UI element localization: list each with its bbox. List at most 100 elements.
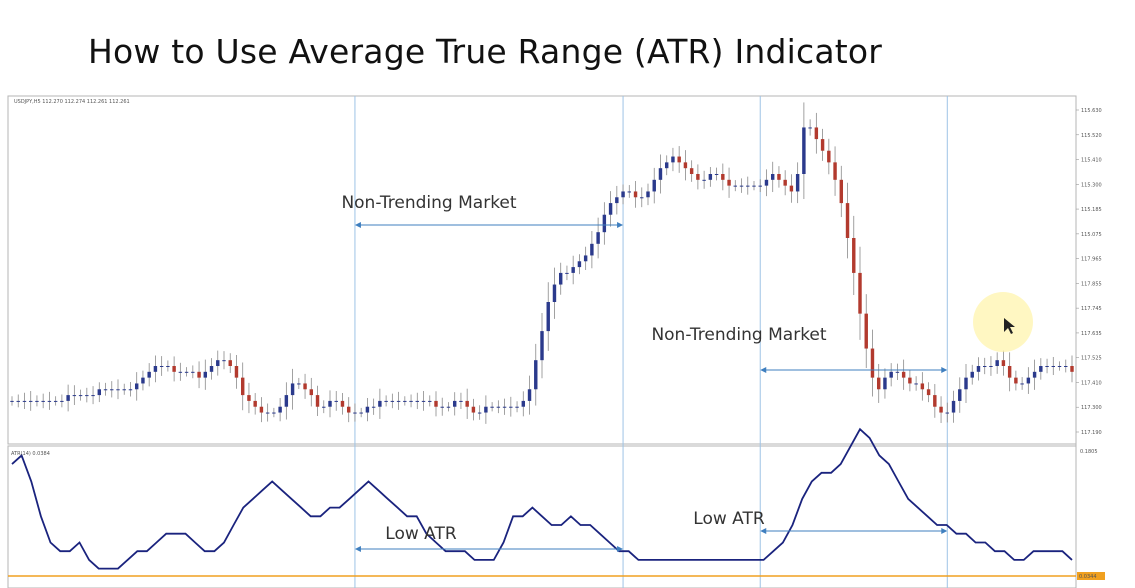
candle-body (665, 162, 668, 168)
candle-body (35, 401, 38, 402)
candle-body (397, 401, 400, 402)
candle-body (478, 413, 481, 414)
candle-body (216, 360, 219, 366)
candle-body (827, 151, 830, 163)
candle-body (628, 191, 631, 192)
candle-body (179, 372, 182, 373)
candle-body (671, 157, 674, 163)
candle-body (141, 378, 144, 384)
candle-body (783, 180, 786, 186)
y-tick-label: 117.965 (1081, 257, 1102, 263)
candle-body (291, 383, 294, 395)
candle-body (10, 401, 13, 402)
candle-body (547, 302, 550, 331)
candle-body (222, 360, 225, 361)
y-tick-label: 115.185 (1081, 207, 1102, 213)
candle-body (465, 401, 468, 407)
candle-body (621, 191, 624, 197)
candle-body (91, 395, 94, 396)
candle-body (634, 191, 637, 197)
atr-right-label: 0.1805 (1080, 449, 1098, 455)
candle-body (640, 197, 643, 198)
candle-body (403, 401, 406, 402)
candle-body (191, 372, 194, 373)
candle-body (247, 395, 250, 401)
candle-body (889, 372, 892, 378)
candle-body (48, 401, 51, 402)
candle-body (1008, 366, 1011, 378)
candle-body (172, 366, 175, 372)
candle-body (933, 395, 936, 407)
candle-body (983, 366, 986, 367)
candle-body (565, 273, 568, 274)
candle-body (1039, 366, 1042, 372)
candle-body (160, 366, 163, 367)
candle-body (328, 401, 331, 407)
candle-body (484, 407, 487, 413)
candle-body (883, 378, 886, 390)
candle-body (709, 174, 712, 180)
candle-body (734, 186, 737, 187)
candle-body (958, 389, 961, 401)
candle-body (833, 162, 836, 179)
candle-body (914, 383, 917, 384)
candle-body (1064, 366, 1067, 367)
candle-body (241, 378, 244, 395)
candle-body (877, 378, 880, 390)
candle-body (1045, 366, 1048, 367)
candle-body (66, 395, 69, 401)
candle-body (677, 157, 680, 163)
candle-body (384, 401, 387, 402)
y-tick-label: 115.630 (1081, 108, 1102, 114)
candle-body (596, 232, 599, 244)
candle-body (123, 389, 126, 390)
candle-body (871, 349, 874, 378)
candle-body (846, 203, 849, 238)
candle-body (447, 407, 450, 408)
candle-body (29, 401, 32, 402)
candle-body (422, 401, 425, 402)
candle-body (746, 186, 749, 187)
candle-body (1058, 366, 1061, 367)
candle-body (615, 197, 618, 203)
candle-body (335, 401, 338, 402)
candle-body (235, 366, 238, 378)
candle-body (73, 395, 76, 396)
candle-body (971, 372, 974, 378)
candle-body (260, 407, 263, 413)
candle-body (609, 203, 612, 215)
candle-body (1027, 378, 1030, 384)
candle-body (210, 366, 213, 372)
y-tick-label: 115.520 (1081, 133, 1102, 139)
candle-body (684, 162, 687, 168)
candle-body (908, 378, 911, 384)
candle-body (571, 267, 574, 273)
candle-body (927, 389, 930, 395)
candle-body (952, 401, 955, 413)
candle-body (472, 407, 475, 413)
candle-body (515, 407, 518, 408)
y-tick-label: 115.410 (1081, 158, 1102, 164)
candle-body (41, 401, 44, 402)
candle-body (702, 180, 705, 181)
candle-body (603, 215, 606, 232)
candle-body (359, 413, 362, 414)
candle-body (939, 407, 942, 413)
candle-body (1002, 360, 1005, 366)
y-tick-label: 117.855 (1081, 281, 1102, 287)
candle-body (646, 191, 649, 197)
candle-body (815, 127, 818, 139)
candle-body (690, 168, 693, 174)
candle-body (453, 401, 456, 407)
candle-body (765, 180, 768, 186)
cursor-highlight (973, 292, 1033, 352)
candle-body (752, 186, 755, 187)
candle-body (896, 372, 899, 373)
candle-body (522, 401, 525, 407)
candle-body (802, 127, 805, 174)
candle-body (808, 127, 811, 128)
candle-body (372, 407, 375, 408)
candle-body (459, 401, 462, 402)
candle-body (310, 389, 313, 395)
candle-body (378, 401, 381, 407)
